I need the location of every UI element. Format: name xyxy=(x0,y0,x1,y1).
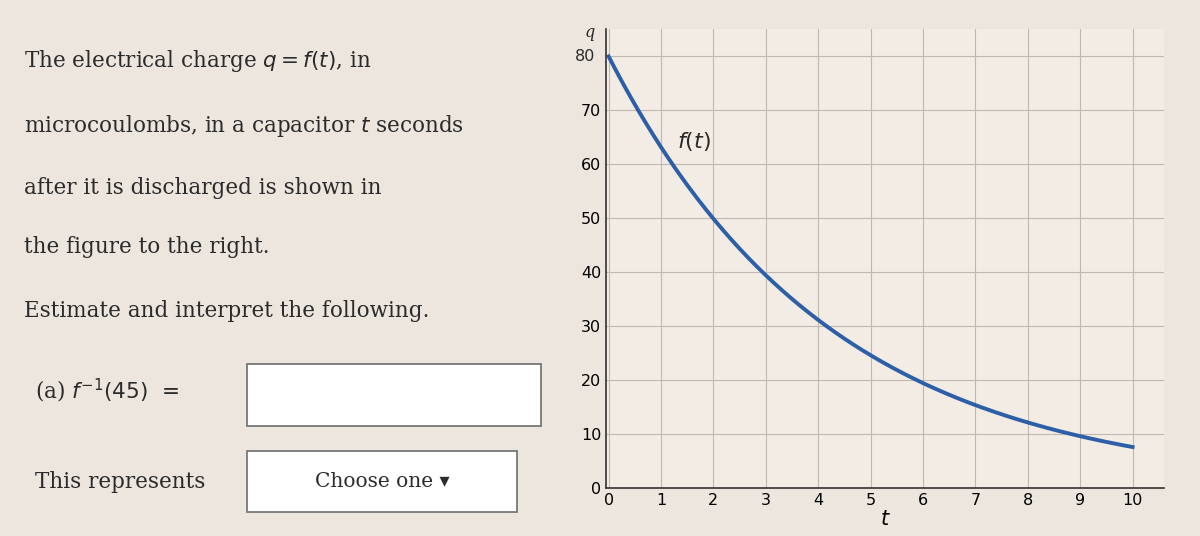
Text: after it is discharged is shown in: after it is discharged is shown in xyxy=(24,177,382,199)
FancyBboxPatch shape xyxy=(247,451,517,512)
FancyBboxPatch shape xyxy=(247,364,541,426)
Text: This represents: This represents xyxy=(35,471,205,494)
Text: q: q xyxy=(584,24,595,41)
Text: Estimate and interpret the following.: Estimate and interpret the following. xyxy=(24,300,428,322)
Text: (a) $f^{-1}(45)$  =: (a) $f^{-1}(45)$ = xyxy=(35,377,179,405)
Text: the figure to the right.: the figure to the right. xyxy=(24,236,269,258)
Text: Choose one ▾: Choose one ▾ xyxy=(314,472,450,491)
Text: 80: 80 xyxy=(575,49,595,64)
X-axis label: $t$: $t$ xyxy=(880,510,890,530)
Text: $f(t)$: $f(t)$ xyxy=(677,130,710,153)
Text: microcoulombs, in a capacitor $t$ seconds: microcoulombs, in a capacitor $t$ second… xyxy=(24,113,463,139)
Text: The electrical charge $q = f(t)$, in: The electrical charge $q = f(t)$, in xyxy=(24,48,371,75)
